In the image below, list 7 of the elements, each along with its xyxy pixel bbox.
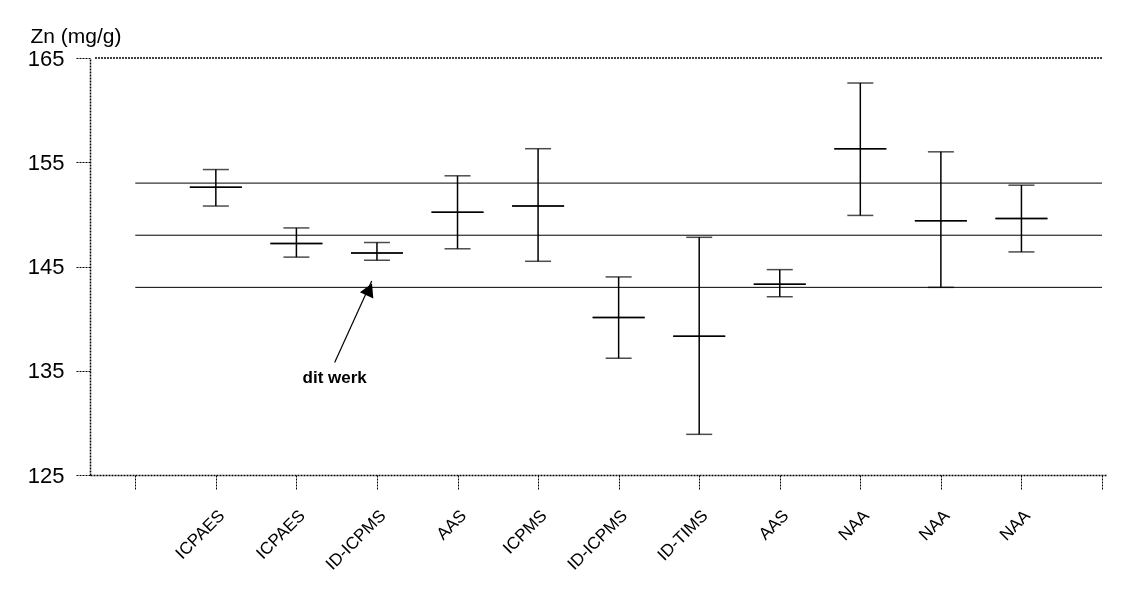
y-axis-title: Zn (mg/g) — [30, 23, 122, 47]
y-tick-label: 165 — [27, 45, 65, 71]
y-tick-label: 125 — [27, 462, 65, 488]
y-tick-label: 135 — [27, 358, 65, 384]
y-tick-label: 155 — [27, 149, 65, 175]
y-tick-label: 145 — [27, 254, 65, 279]
annotation: dit werk — [302, 368, 368, 388]
